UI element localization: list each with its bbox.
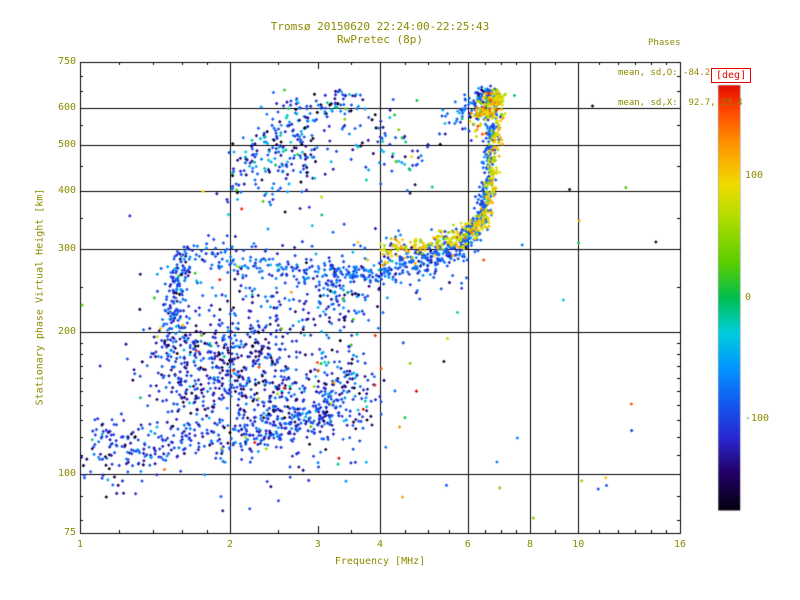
x-tick-label: 10 <box>572 539 585 550</box>
x-tick-label: 3 <box>314 539 321 550</box>
x-tick-label: 4 <box>376 539 384 550</box>
colorbar-tick-label: -100 <box>745 412 770 424</box>
colorbar-units-label: [deg] <box>711 68 752 83</box>
x-tick-label: 6 <box>464 539 471 550</box>
plot-title-line1: Tromsø 20150620 22:24:00-22:25:43 <box>270 20 490 33</box>
y-tick-label: 600 <box>57 101 76 113</box>
y-tick-label: 500 <box>57 138 76 150</box>
phase-stats-x-mode: mean, sd,X: 92.7, 23.4 <box>618 98 743 108</box>
y-tick-label: 100 <box>57 468 76 480</box>
colorbar-tick-label: 0 <box>745 291 752 303</box>
x-tick-label: 1 <box>76 539 84 550</box>
x-tick-label: 8 <box>526 539 534 550</box>
y-tick-label: 200 <box>57 326 76 338</box>
x-tick-label: 16 <box>673 539 687 550</box>
phase-stats-header: Phases <box>648 38 681 48</box>
y-axis-title: Stationary phase Virtual Height [km] <box>34 188 46 406</box>
plot-title-line2: RwPretec (8p) <box>336 33 424 46</box>
colorbar-tick-label: 100 <box>745 170 764 182</box>
y-tick-label: 400 <box>57 184 76 196</box>
x-axis-title: Frequency [MHz] <box>334 556 426 567</box>
y-tick-label: 75 <box>63 527 76 538</box>
y-tick-label: 300 <box>57 243 76 255</box>
x-tick-label: 2 <box>226 539 234 550</box>
y-tick-label: 750 <box>57 56 76 67</box>
